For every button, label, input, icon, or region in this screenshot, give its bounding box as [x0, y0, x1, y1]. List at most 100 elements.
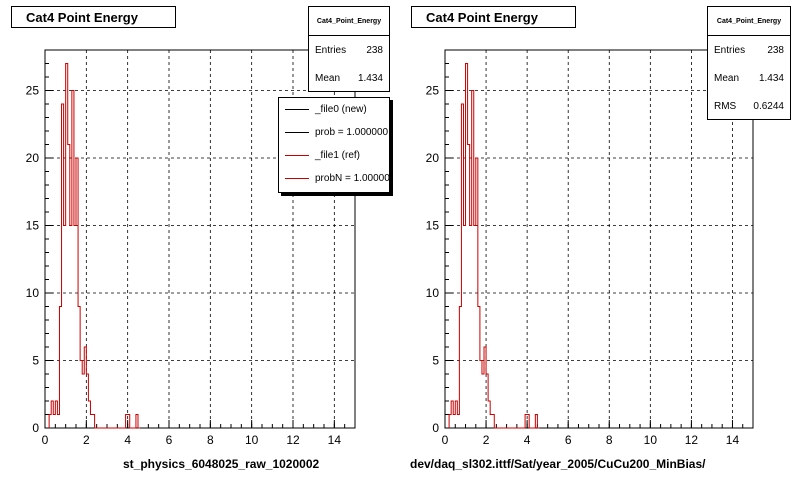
- left-legend: _file0 (new) prob = 1.000000 _file1 (ref…: [278, 97, 390, 193]
- left-title-box: Cat4 Point Energy: [11, 6, 176, 28]
- legend-label: _file1 (ref): [315, 150, 361, 161]
- histogram-bin: [476, 158, 478, 428]
- y-tick-label: 20: [426, 151, 440, 165]
- histogram-bin: [478, 307, 480, 429]
- histogram-bin: [66, 64, 68, 429]
- left-stats-name: Cat4_Point_Energy: [309, 7, 389, 36]
- y-tick-label: 25: [26, 84, 40, 98]
- right-title: Cat4 Point Energy: [426, 10, 538, 25]
- right-stats-value: 238: [767, 44, 784, 56]
- y-tick-label: 15: [26, 219, 40, 233]
- histogram-bin: [486, 374, 488, 428]
- y-tick-label: 5: [32, 354, 39, 368]
- legend-label: _file0 (new): [315, 104, 367, 115]
- x-tick-label: 14: [726, 433, 740, 447]
- histogram-bin: [459, 307, 461, 429]
- histogram-bin: [93, 415, 95, 429]
- right-stats-label: Entries: [714, 44, 746, 56]
- right-stats-label: RMS: [714, 100, 737, 112]
- x-tick-label: 6: [166, 433, 173, 447]
- plot-frame: [444, 49, 754, 429]
- left-x-axis-label: st_physics_6048025_raw_1020002: [123, 457, 320, 471]
- histogram-bin: [535, 415, 537, 429]
- histogram-bin: [453, 415, 455, 429]
- right-stats-value: 0.6244: [753, 100, 784, 112]
- histogram-bin: [451, 401, 453, 428]
- legend-entry: probN = 1.000000: [279, 167, 389, 190]
- right-stats-value: 1.434: [758, 72, 784, 84]
- x-tick-label: 8: [606, 433, 613, 447]
- histogram-bin: [525, 415, 527, 429]
- histogram-bin: [57, 415, 59, 429]
- y-tick-label: 0: [432, 421, 439, 435]
- legend-swatch: [285, 178, 309, 179]
- y-tick-label: 0: [32, 421, 39, 435]
- histogram-bin: [59, 307, 61, 429]
- histogram-bin: [72, 91, 74, 429]
- histogram-bin: [472, 91, 474, 429]
- right-stats-row-entries: Entries 238: [708, 36, 790, 64]
- histogram-bin: [84, 347, 86, 428]
- legend-label: probN = 1.000000: [315, 173, 390, 184]
- y-tick-label: 10: [26, 286, 40, 300]
- x-tick-label: 14: [328, 433, 342, 447]
- x-tick-label: 4: [124, 433, 131, 447]
- left-stats-box: Cat4_Point_Energy Entries 238 Mean 1.434: [308, 6, 390, 92]
- legend-swatch: [285, 109, 309, 110]
- legend-swatch: [285, 132, 309, 133]
- histogram-bin: [74, 226, 76, 429]
- x-tick-label: 2: [483, 433, 490, 447]
- histogram-bin: [70, 226, 72, 429]
- histogram-bin: [80, 361, 82, 429]
- histogram-bin: [82, 374, 84, 428]
- histogram-bin: [90, 415, 92, 429]
- x-tick-label: 12: [286, 433, 300, 447]
- histogram-bin: [492, 415, 494, 429]
- histogram-bin: [463, 226, 465, 429]
- histogram-bin: [490, 415, 492, 429]
- left-stats-row-mean: Mean 1.434: [309, 64, 389, 92]
- histogram-bin: [470, 226, 472, 429]
- histogram-bin: [527, 415, 529, 429]
- right-stats-row-rms: RMS 0.6244: [708, 92, 790, 120]
- y-tick-label: 5: [432, 354, 439, 368]
- x-tick-label: 0: [42, 433, 49, 447]
- histogram-bin: [86, 374, 88, 428]
- x-tick-label: 4: [524, 433, 531, 447]
- x-tick-label: 2: [83, 433, 90, 447]
- legend-swatch: [285, 155, 309, 156]
- histogram-bin: [68, 145, 70, 429]
- histogram-bin: [55, 401, 57, 428]
- histogram-bin: [488, 401, 490, 428]
- histogram-bin: [466, 64, 468, 429]
- histogram-bin: [480, 361, 482, 429]
- left-stats-label: Entries: [315, 44, 347, 56]
- histogram-bin: [455, 401, 457, 428]
- histogram-bin: [76, 158, 78, 428]
- y-tick-label: 20: [26, 151, 40, 165]
- histogram-bin: [461, 104, 463, 428]
- y-tick-label: 25: [426, 84, 440, 98]
- x-tick-label: 6: [565, 433, 572, 447]
- histogram-bin: [78, 307, 80, 429]
- histogram-bin: [474, 226, 476, 429]
- right-stats-box: Cat4_Point_Energy Entries 238 Mean 1.434…: [707, 6, 791, 120]
- histogram-bin: [126, 415, 128, 429]
- y-tick-label: 15: [426, 219, 440, 233]
- right-x-axis-label: dev/daq_sl302.ittf/Sat/year_2005/CuCu200…: [410, 457, 706, 471]
- histogram-bin: [468, 145, 470, 429]
- right-stats-row-mean: Mean 1.434: [708, 64, 790, 92]
- histogram-bin: [62, 104, 64, 428]
- histogram-bin: [53, 415, 55, 429]
- histogram-bin: [128, 415, 130, 429]
- legend-entry: _file1 (ref): [279, 144, 389, 167]
- histogram-bin: [457, 415, 459, 429]
- left-stats-row-entries: Entries 238: [309, 36, 389, 64]
- right-stats-label: Mean: [714, 72, 740, 84]
- histogram-bin: [51, 401, 53, 428]
- left-title: Cat4 Point Energy: [26, 10, 138, 25]
- x-tick-label: 10: [644, 433, 658, 447]
- right-title-box: Cat4 Point Energy: [411, 6, 576, 28]
- left-stats-label: Mean: [315, 72, 341, 84]
